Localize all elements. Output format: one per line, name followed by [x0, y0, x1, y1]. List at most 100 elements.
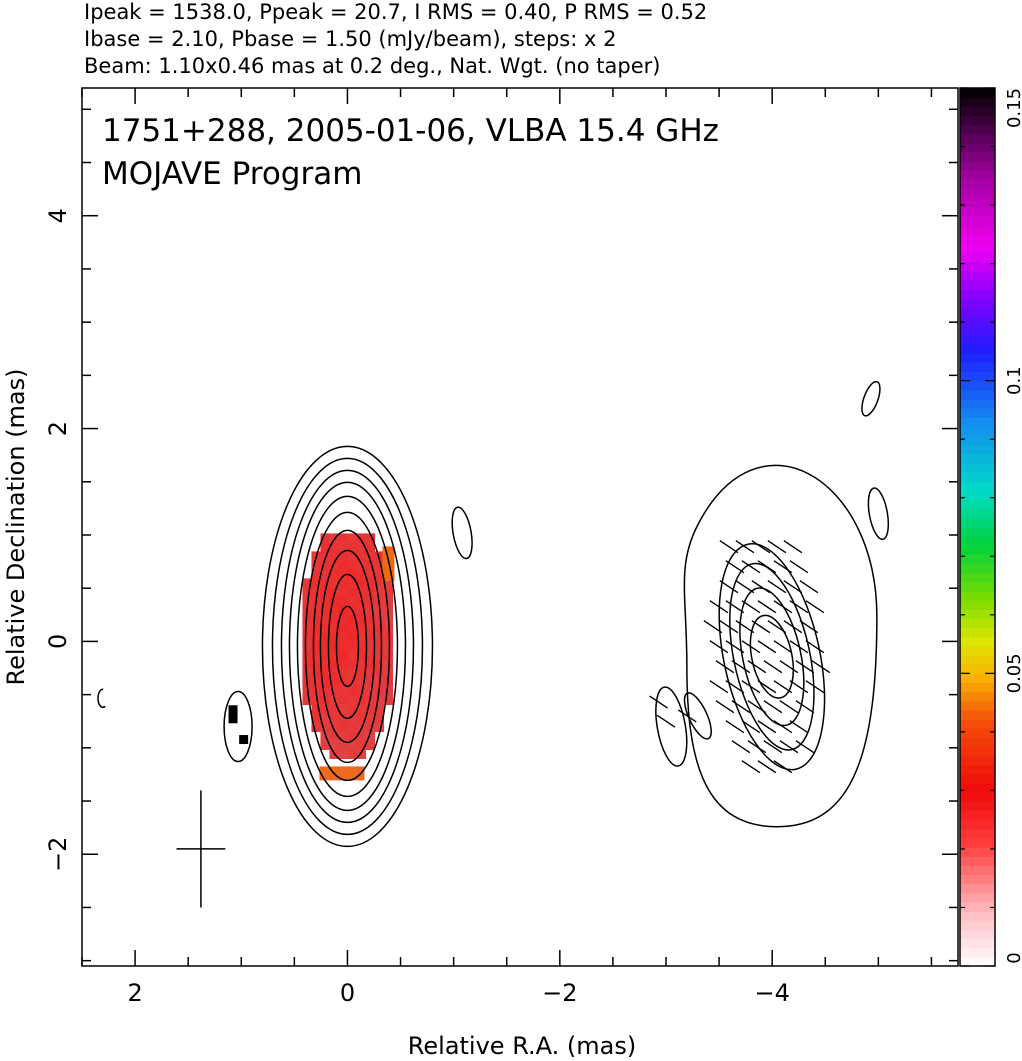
evpa-vector-37	[715, 660, 735, 674]
colorbar-band-56	[960, 444, 995, 455]
evpa-vector-46	[741, 680, 761, 694]
y-tick-label: −2	[44, 837, 72, 872]
polarization-pixel-35	[374, 569, 385, 580]
colorbar: 0 0.05 0.1 0.15	[959, 87, 1022, 967]
evpa-vector-30	[709, 640, 729, 654]
polarization-pixel-214	[347, 749, 358, 760]
polarization-pixel-14	[329, 551, 340, 562]
jet-contour-2	[729, 562, 815, 751]
colorbar-band-34	[960, 645, 995, 656]
beam-marker	[176, 790, 226, 908]
core-contour-3	[288, 481, 407, 812]
colorbar-band-35	[960, 636, 995, 647]
colorbar-band-92	[960, 115, 995, 126]
polarization-pixel-50	[338, 587, 349, 598]
polarization-pixel-174	[374, 695, 385, 706]
colorbar-band-41	[960, 581, 995, 592]
evpa-vector-71	[656, 714, 676, 728]
polarization-pixel-78	[320, 614, 331, 625]
colorbar-band-48	[960, 517, 995, 528]
colorbar-band-77	[960, 252, 995, 263]
polarization-pixel-210	[356, 740, 367, 751]
evpa-vector-9	[789, 560, 809, 574]
polarization-pixel-206	[320, 740, 331, 751]
core-contour-2	[280, 469, 415, 824]
polarization-pixel-136	[302, 668, 313, 679]
evpa-vector-35	[789, 640, 809, 654]
evpa-vector-72	[677, 709, 697, 723]
colorbar-tick-label: 0.1	[1004, 366, 1022, 395]
polarization-pixel-167	[311, 695, 322, 706]
jet-contour-0	[683, 464, 878, 828]
polarization-pixel-24	[347, 560, 358, 571]
colorbar-band-31	[960, 673, 995, 683]
evpa-vector-13	[767, 580, 787, 594]
evpa-vector-12	[751, 580, 771, 594]
colorbar-band-1	[960, 947, 995, 958]
polarization-pixel-109	[329, 641, 340, 652]
evpa-vector-57	[725, 720, 745, 734]
evpa-vector-44	[709, 680, 729, 694]
colorbar-band-49	[960, 508, 995, 519]
polarization-pixel-190	[365, 713, 376, 724]
colorbar-band-64	[960, 371, 995, 382]
polarization-pixel-204	[356, 731, 367, 742]
island-contour-3	[683, 692, 712, 740]
polarization-pixel-196	[347, 722, 358, 733]
polarization-pixel-219	[239, 735, 249, 745]
polarization-pixel-166	[302, 695, 313, 706]
evpa-vector-43	[811, 660, 831, 674]
jet-contour-3	[739, 587, 805, 727]
polarization-pixel-141	[347, 668, 358, 679]
colorbar-band-27	[960, 709, 995, 720]
polarization-pixel-116	[302, 650, 313, 661]
polarization-pixel-4	[356, 533, 367, 544]
polarization-pixel-44	[374, 578, 385, 589]
polarization-pixel-126	[302, 659, 313, 670]
polarization-pixel-128	[320, 659, 331, 670]
colorbar-band-50	[960, 499, 995, 510]
colorbar-band-51	[960, 490, 995, 501]
colorbar-band-78	[960, 243, 995, 254]
x-tick-label: −4	[754, 979, 789, 1007]
stats-line-2: Ibase = 2.10, Pbase = 1.50 (mJy/beam), s…	[84, 27, 617, 51]
evpa-vector-41	[779, 660, 799, 674]
colorbar-band-60	[960, 408, 995, 418]
polarization-pixel-27	[374, 560, 385, 571]
polarization-pixel-36	[302, 578, 313, 589]
polarization-pixel-171	[347, 695, 358, 706]
colorbar-band-80	[960, 225, 995, 235]
evpa-vector-27	[767, 620, 787, 634]
colorbar-band-26	[960, 719, 995, 729]
colorbar-band-30	[960, 682, 995, 693]
colorbar-band-28	[960, 700, 995, 711]
polarization-pixel-123	[365, 650, 376, 661]
evpa-vector-68	[757, 760, 777, 774]
polarization-pixel-84	[374, 614, 385, 625]
polarization-pixel-181	[356, 704, 367, 715]
evpa-vector-22	[805, 600, 825, 614]
colorbar-band-16	[960, 810, 995, 821]
polarization-pixel-191	[374, 713, 385, 724]
colorbar-band-36	[960, 627, 995, 638]
colorbar-band-0	[960, 956, 995, 967]
colorbar-band-61	[960, 398, 995, 409]
colorbar-band-74	[960, 280, 995, 290]
colorbar-band-14	[960, 828, 995, 839]
colorbar-band-66	[960, 353, 995, 363]
polarization-pixel-32	[347, 569, 358, 580]
colorbar-frame	[959, 87, 996, 967]
colorbar-band-94	[960, 97, 995, 107]
polarization-pixel-47	[311, 587, 322, 598]
colorbar-band-47	[960, 527, 995, 537]
evpa-vector-5	[725, 560, 745, 574]
colorbar-band-18	[960, 792, 995, 802]
polarization-pixel-33	[356, 569, 367, 580]
colorbar-band-95	[960, 88, 995, 98]
polarization-pixel-58	[320, 596, 331, 607]
polarization-pixel-187	[338, 713, 349, 724]
evpa-vector-19	[757, 600, 777, 614]
polarization-pixel-73	[365, 605, 376, 616]
x-tick-label: 2	[127, 979, 142, 1007]
